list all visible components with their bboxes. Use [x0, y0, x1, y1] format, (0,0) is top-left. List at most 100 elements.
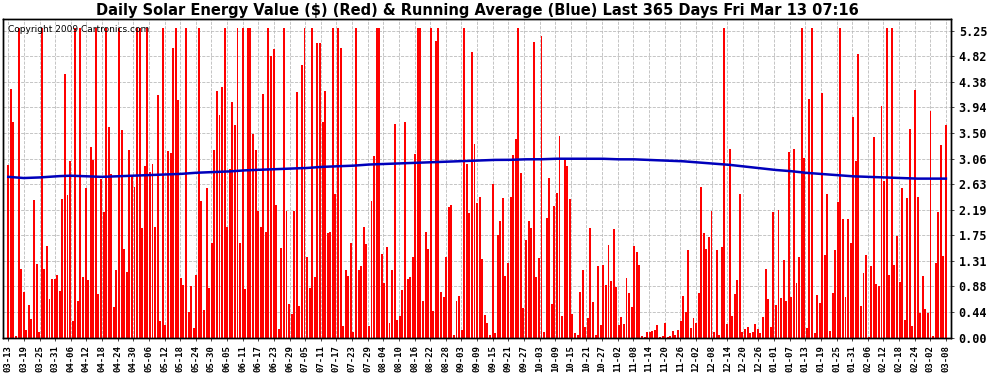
Bar [623, 324, 625, 338]
Bar [829, 331, 831, 338]
Bar [383, 283, 385, 338]
Bar [100, 178, 102, 338]
Bar [832, 292, 834, 338]
Bar [240, 243, 242, 338]
Bar [726, 324, 728, 338]
Bar [919, 313, 921, 338]
Bar [651, 331, 653, 338]
Bar [840, 28, 842, 338]
Bar [693, 318, 694, 338]
Bar [105, 28, 107, 338]
Bar [729, 148, 731, 338]
Bar [159, 321, 161, 338]
Bar [641, 336, 643, 338]
Bar [275, 206, 277, 338]
Bar [759, 333, 761, 338]
Bar [49, 300, 50, 338]
Bar [621, 318, 623, 338]
Bar [267, 28, 269, 338]
Bar [201, 201, 202, 338]
Bar [26, 330, 28, 338]
Bar [860, 306, 862, 338]
Bar [739, 194, 741, 338]
Bar [203, 310, 205, 338]
Bar [18, 28, 20, 338]
Bar [631, 307, 633, 338]
Bar [324, 91, 326, 338]
Bar [51, 279, 53, 338]
Bar [648, 332, 650, 338]
Bar [844, 297, 846, 338]
Bar [188, 312, 189, 338]
Bar [788, 152, 790, 338]
Bar [259, 227, 261, 338]
Bar [169, 153, 171, 338]
Bar [404, 122, 406, 338]
Bar [494, 333, 496, 338]
Bar [883, 182, 885, 338]
Bar [891, 28, 893, 338]
Bar [254, 150, 256, 338]
Bar [7, 165, 9, 338]
Bar [332, 28, 334, 338]
Bar [584, 327, 586, 338]
Bar [229, 170, 231, 338]
Bar [783, 260, 785, 338]
Bar [744, 329, 746, 338]
Bar [801, 28, 803, 338]
Bar [742, 332, 743, 338]
Bar [262, 94, 264, 338]
Bar [463, 28, 465, 338]
Bar [682, 296, 684, 338]
Bar [208, 288, 210, 338]
Bar [224, 28, 226, 338]
Bar [227, 226, 228, 338]
Bar [71, 321, 73, 338]
Bar [751, 332, 753, 338]
Bar [15, 336, 17, 338]
Bar [301, 65, 303, 338]
Bar [899, 282, 901, 338]
Bar [505, 276, 507, 338]
Bar [23, 292, 25, 338]
Bar [796, 282, 798, 338]
Bar [460, 330, 462, 338]
Bar [257, 211, 259, 338]
Bar [600, 325, 602, 338]
Bar [610, 280, 612, 338]
Bar [550, 304, 552, 338]
Bar [291, 314, 293, 338]
Bar [142, 228, 144, 338]
Bar [285, 211, 287, 338]
Bar [685, 312, 687, 338]
Bar [151, 164, 153, 338]
Bar [695, 323, 697, 338]
Bar [556, 193, 558, 338]
Bar [139, 28, 141, 338]
Bar [116, 270, 118, 338]
Bar [64, 74, 66, 338]
Bar [425, 232, 427, 338]
Bar [314, 277, 316, 338]
Bar [453, 335, 454, 338]
Bar [518, 28, 520, 338]
Bar [724, 28, 726, 338]
Bar [798, 257, 800, 338]
Bar [700, 187, 702, 338]
Bar [754, 324, 756, 338]
Bar [563, 158, 565, 338]
Bar [466, 164, 467, 338]
Bar [492, 184, 494, 338]
Bar [827, 194, 829, 338]
Bar [272, 49, 274, 338]
Bar [528, 220, 530, 338]
Bar [489, 335, 491, 338]
Bar [711, 211, 713, 338]
Bar [185, 28, 187, 338]
Bar [656, 325, 658, 338]
Bar [391, 270, 393, 338]
Bar [172, 48, 174, 338]
Bar [401, 290, 403, 338]
Bar [473, 144, 475, 338]
Bar [561, 316, 563, 338]
